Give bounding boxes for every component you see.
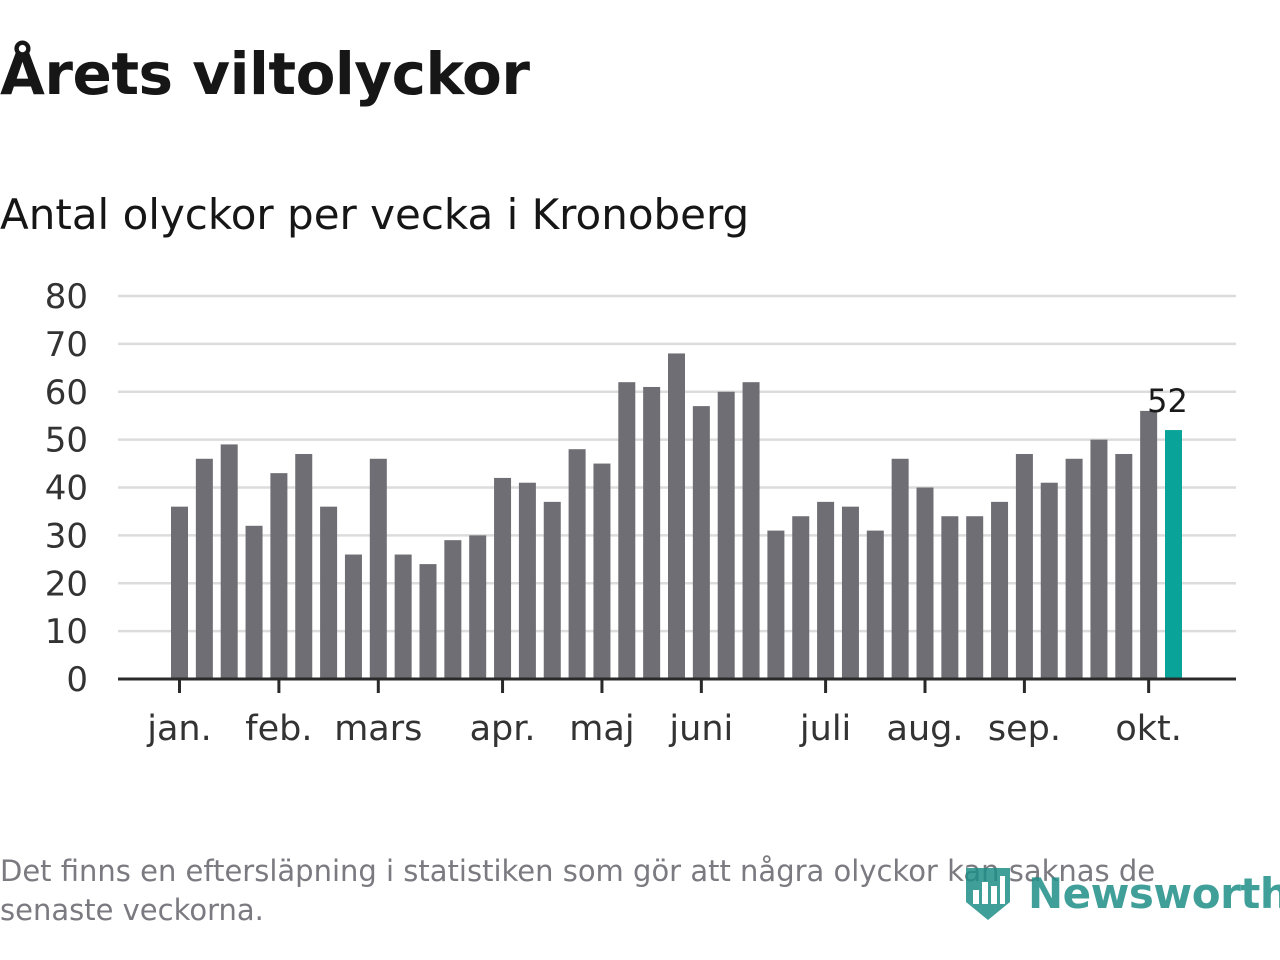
bar (991, 501, 1009, 679)
bar (593, 463, 611, 679)
bar (369, 458, 387, 679)
bar (568, 449, 586, 679)
bar (1140, 410, 1158, 679)
bar (419, 564, 437, 679)
y-tick-label: 60 (45, 373, 88, 413)
bar (543, 501, 561, 679)
x-tick-label: apr. (470, 709, 536, 749)
x-axis-ticks: jan. feb. mars apr. maj juni juli aug. sep. okt. (146, 679, 1182, 749)
footnote: Det finns en eftersläpning i statistiken… (0, 854, 1156, 927)
chart-subtitle: Antal olyckor per vecka i Kronoberg (0, 190, 750, 239)
bar (270, 473, 288, 679)
bar (767, 530, 785, 679)
x-tick-label: maj (569, 709, 634, 749)
bar (394, 554, 412, 679)
bar (1040, 482, 1058, 679)
bar (841, 506, 859, 679)
bar (717, 391, 735, 679)
x-tick-label: juli (799, 709, 851, 749)
bar (195, 458, 213, 679)
x-tick-label: mars (334, 709, 422, 749)
x-tick-label: feb. (245, 709, 312, 749)
bar (220, 444, 238, 679)
bar (171, 506, 188, 679)
data-labels: 52 (1147, 382, 1188, 420)
y-axis-ticks: 0 10 20 30 40 50 60 70 80 (45, 277, 88, 700)
x-tick-label: jan. (146, 709, 211, 749)
y-tick-label: 0 (66, 660, 88, 700)
bar (1115, 453, 1133, 679)
bar (469, 535, 487, 680)
y-tick-label: 10 (45, 612, 88, 652)
bar (692, 406, 710, 679)
bar (444, 540, 462, 679)
bar-highlighted (1165, 430, 1182, 679)
bar (618, 382, 636, 679)
bar (668, 353, 685, 679)
chart-title: Årets viltolyckor (0, 40, 530, 108)
bars (171, 353, 1182, 680)
bar (916, 487, 934, 679)
bar (1065, 458, 1083, 679)
bar (494, 477, 512, 679)
y-tick-label: 20 (45, 564, 88, 604)
x-tick-label: aug. (887, 709, 964, 749)
x-tick-label: sep. (988, 709, 1061, 749)
bar (742, 382, 760, 679)
y-tick-label: 40 (45, 469, 88, 509)
y-tick-label: 70 (45, 325, 88, 365)
bar (866, 530, 884, 679)
bar (1015, 453, 1033, 679)
x-tick-label: juni (668, 709, 733, 749)
y-tick-label: 50 (45, 421, 88, 461)
brand-logo: Newsworthy (962, 862, 1280, 924)
bar (941, 516, 959, 679)
bar (518, 482, 536, 679)
bar-chart-shield-icon (966, 868, 1010, 920)
bar (891, 458, 909, 679)
bar (817, 501, 835, 679)
bar (966, 516, 984, 679)
bar (295, 453, 313, 679)
bar (1090, 439, 1108, 680)
y-tick-label: 80 (45, 277, 88, 317)
bar (643, 386, 661, 679)
x-tick-label: okt. (1115, 709, 1182, 749)
bar (245, 525, 263, 679)
brand-name: Newsworthy (1028, 868, 1280, 918)
y-tick-label: 30 (45, 516, 88, 556)
bar (344, 554, 362, 679)
data-label-highlight: 52 (1147, 382, 1188, 420)
bar (792, 516, 810, 679)
bar (320, 506, 338, 679)
